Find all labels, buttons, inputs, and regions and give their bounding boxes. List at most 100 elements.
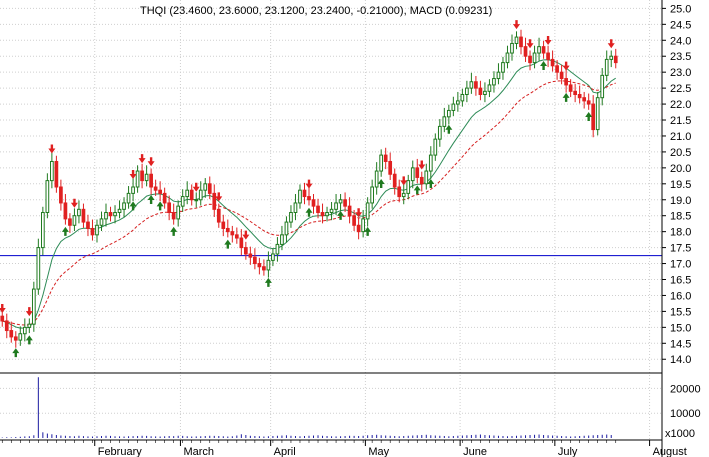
price-tick-label: 23.5 (670, 51, 691, 63)
candle-body (428, 154, 433, 172)
candle-body (167, 202, 172, 214)
buy-signal-arrow (25, 335, 33, 345)
candle-body (302, 189, 307, 198)
volume-bars (1, 377, 612, 438)
candle-body (550, 58, 555, 67)
candle-body (117, 208, 122, 214)
candle-body (352, 215, 356, 226)
buy-signal-arrow (129, 201, 137, 211)
price-tick-label: 17.0 (670, 259, 691, 271)
price-tick-label: 21.0 (670, 131, 691, 143)
buy-signal-arrow (305, 207, 313, 217)
candle-body (595, 97, 600, 131)
candle-body (207, 183, 212, 194)
candle-body (600, 74, 605, 99)
candle-body (492, 78, 496, 86)
candle-body (171, 212, 176, 220)
candle-body (505, 52, 510, 64)
candle-body (325, 212, 329, 217)
price-tick-label: 25.0 (670, 3, 691, 15)
candle-body (230, 231, 235, 236)
price-tick-label: 19.5 (670, 179, 691, 191)
candle-body (604, 58, 609, 76)
candle-body (474, 81, 478, 89)
price-tick-label: 20.0 (670, 163, 691, 175)
candle-body (180, 196, 185, 207)
candle-body (50, 160, 54, 182)
candle-body (424, 170, 429, 185)
price-tick-label: 21.5 (670, 115, 691, 127)
price-tick-label: 22.0 (670, 99, 691, 111)
candle-body (401, 192, 406, 198)
candle-body (99, 218, 104, 226)
candle-body (613, 55, 618, 64)
buy-signal-arrow (377, 179, 385, 189)
candle-body (442, 116, 447, 127)
candle-body (334, 202, 338, 210)
candle-body (253, 256, 257, 265)
month-label: February (98, 446, 143, 457)
candle-body (262, 266, 266, 271)
chart-title: THQI (23.4600, 23.6000, 23.1200, 23.2400… (140, 5, 492, 17)
candle-body (374, 170, 379, 188)
candle-body (316, 205, 320, 214)
candle-body (212, 192, 217, 210)
candle-body (370, 186, 375, 204)
candle-body (532, 52, 537, 64)
price-tick-label: 19.0 (670, 195, 691, 207)
ema-26-line (2, 80, 616, 326)
sell-signal-arrow (526, 39, 534, 49)
indicator-lines (2, 59, 616, 329)
candle-body (158, 189, 162, 194)
candle-body (4, 320, 9, 332)
price-tick-label: 15.0 (670, 322, 691, 334)
candle-body (63, 202, 68, 220)
sell-signal-arrow (48, 144, 56, 154)
price-tick-label: 22.5 (670, 83, 691, 95)
candle-body (22, 326, 27, 335)
sell-signal-arrow (0, 303, 6, 313)
candle-body (410, 167, 415, 182)
month-label: April (274, 446, 296, 457)
candle-body (122, 202, 126, 210)
buy-signal-arrow (562, 92, 570, 102)
candle-body (483, 90, 487, 96)
candle-body (501, 62, 505, 73)
candle-body (510, 42, 514, 54)
sell-signal-arrow (70, 198, 78, 208)
candle-body (465, 87, 469, 95)
candle-body (280, 234, 284, 245)
candle-body (144, 173, 149, 182)
candle-body (415, 167, 420, 178)
candle-body (397, 186, 402, 198)
candle-body (311, 199, 316, 207)
candle-body (379, 154, 384, 172)
candle-body (514, 36, 519, 44)
candle-body (456, 100, 460, 105)
month-label: July (558, 446, 578, 457)
candle-body (221, 221, 226, 229)
candle-body (153, 186, 158, 191)
buy-signal-arrow (445, 124, 453, 134)
candle-body (419, 176, 424, 185)
price-tick-label: 23.0 (670, 67, 691, 79)
candle-body (266, 259, 271, 271)
price-tick-label: 14.5 (670, 338, 691, 350)
price-tick-label: 20.5 (670, 147, 691, 159)
candle-body (451, 103, 456, 111)
candle-body (81, 208, 86, 223)
price-tick-label: 15.5 (670, 306, 691, 318)
price-tick-label: 18.0 (670, 227, 691, 239)
month-label: March (183, 446, 214, 457)
candle-body (13, 336, 18, 341)
volume-tick-label: 10000 (670, 408, 701, 420)
candle-body (216, 208, 221, 223)
candle-body (555, 65, 559, 73)
candle-body (406, 180, 411, 194)
candle-body (298, 189, 302, 204)
buy-signal-arrow (264, 277, 272, 287)
candle-body (68, 218, 72, 226)
candle-body (36, 247, 41, 290)
candle-body (356, 224, 361, 233)
candle-body (275, 243, 280, 255)
